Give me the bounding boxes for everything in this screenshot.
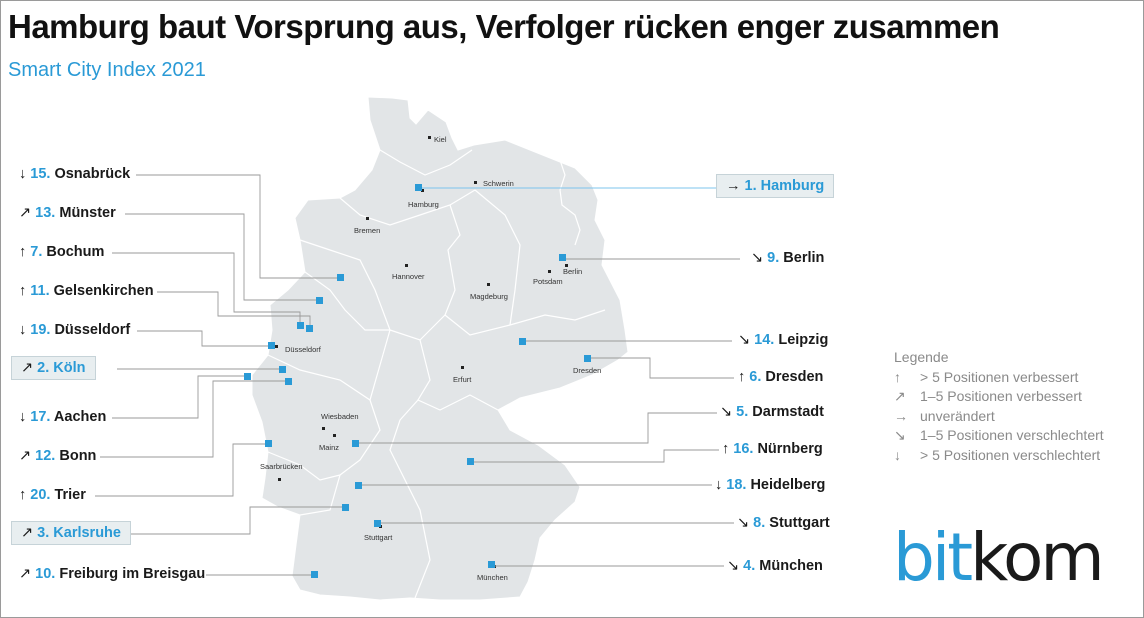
legend-item: → unverändert (894, 407, 1104, 427)
ranked-city-markers (244, 184, 591, 578)
ranking-darmstadt: ↘ 5. Darmstadt (720, 404, 824, 420)
svg-text:Stuttgart: Stuttgart (364, 533, 393, 542)
legend-item: ↓ > 5 Positionen verschlechtert (894, 446, 1104, 466)
map-city-labels: Kiel Schwerin Hamburg Bremen Berlin Pots… (260, 135, 601, 582)
svg-text:Düsseldorf: Düsseldorf (285, 345, 322, 354)
legend-text: unverändert (920, 407, 995, 424)
svg-text:Dresden: Dresden (573, 366, 601, 375)
ranking-muenster: ↗ 13. Münster (19, 205, 116, 221)
svg-text:Hannover: Hannover (392, 272, 425, 281)
svg-text:Mainz: Mainz (319, 443, 339, 452)
ranking-duesseldorf: ↓ 19. Düsseldorf (19, 322, 131, 338)
ranking-trier: ↑ 20. Trier (19, 487, 86, 503)
legend-arrow: → (894, 407, 908, 424)
ranking-bonn: ↗ 12. Bonn (19, 448, 97, 464)
ranking-leipzig: ↘ 14. Leipzig (738, 332, 829, 348)
germany-outline (251, 96, 629, 601)
svg-text:Berlin: Berlin (563, 267, 582, 276)
page-title: Hamburg baut Vorsprung aus, Verfolger rü… (8, 8, 1000, 45)
bitkom-logo: bitkom (893, 519, 1105, 596)
legend-arrow: ↘ (894, 427, 906, 443)
ranking-osnabrueck: ↓ 15. Osnabrück (19, 166, 131, 182)
svg-text:Schwerin: Schwerin (483, 179, 514, 188)
svg-text:Magdeburg: Magdeburg (470, 292, 508, 301)
map-city-markers (275, 136, 591, 568)
svg-text:Saarbrücken: Saarbrücken (260, 462, 303, 471)
state-borders (267, 149, 606, 599)
ranking-nuernberg: ↑ 16. Nürnberg (722, 441, 823, 457)
legend: Legende ↑ > 5 Positionen verbessert ↗ 1–5 … (894, 348, 1104, 465)
ranking-stuttgart: ↘ 8. Stuttgart (737, 515, 830, 531)
ranking-heidelberg: ↓ 18. Heidelberg (715, 477, 826, 493)
svg-text:Hamburg: Hamburg (408, 200, 439, 209)
ranking-hamburg: → 1. Hamburg (716, 174, 835, 198)
svg-text:München: München (477, 573, 508, 582)
ranking-freiburg: ↗ 10. Freiburg im Breisgau (19, 566, 206, 582)
ranking-muenchen: ↘ 4. München (727, 558, 823, 574)
ranking-aachen: ↓ 17. Aachen (19, 409, 107, 425)
ranking-gelsenkirchen: ↑ 11. Gelsenkirchen (19, 283, 154, 299)
legend-text: 1–5 Positionen verschlechtert (920, 427, 1104, 443)
legend-arrow: ↗ (894, 388, 906, 404)
legend-item: ↘ 1–5 Positionen verschlechtert (894, 426, 1104, 446)
legend-text: > 5 Positionen verschlechtert (920, 446, 1101, 463)
legend-item: ↗ 1–5 Positionen verbessert (894, 387, 1104, 407)
svg-text:Wiesbaden: Wiesbaden (321, 412, 359, 421)
legend-text: 1–5 Positionen verbessert (920, 388, 1082, 404)
ranking-dresden: ↑ 6. Dresden (738, 369, 824, 385)
legend-arrow: ↑ (894, 368, 901, 385)
svg-text:Kiel: Kiel (434, 135, 447, 144)
leader-lines-left (95, 174, 345, 576)
svg-text:Potsdam: Potsdam (533, 277, 563, 286)
svg-text:Erfurt: Erfurt (453, 375, 472, 384)
ranking-berlin: ↘ 9. Berlin (751, 250, 825, 266)
svg-text:Bremen: Bremen (354, 226, 380, 235)
legend-arrow: ↓ (894, 446, 901, 463)
legend-text: > 5 Positionen verbessert (920, 368, 1079, 385)
ranking-koeln: ↗ 2. Köln (11, 356, 96, 380)
legend-item: ↑ > 5 Positionen verbessert (894, 368, 1104, 388)
page-subtitle: Smart City Index 2021 (8, 59, 206, 81)
ranking-karlsruhe: ↗ 3. Karlsruhe (11, 521, 131, 545)
legend-title: Legende (894, 349, 949, 365)
ranking-bochum: ↑ 7. Bochum (19, 244, 105, 260)
